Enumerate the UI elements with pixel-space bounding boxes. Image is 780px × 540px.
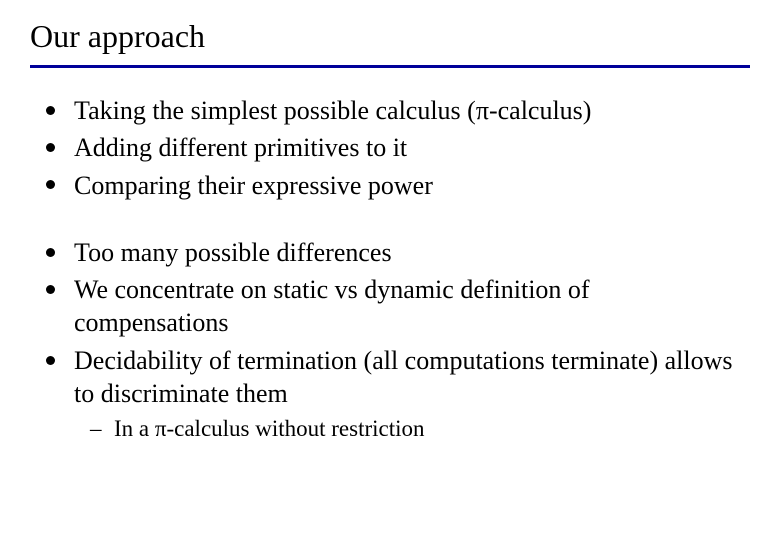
sub-list-item: In a π-calculus without restriction bbox=[90, 414, 750, 444]
bullet-group-1: Taking the simplest possible calculus (π… bbox=[30, 94, 750, 202]
slide-title: Our approach bbox=[30, 18, 750, 55]
group-spacer bbox=[30, 206, 750, 236]
list-item: Adding different primitives to it bbox=[40, 131, 750, 164]
bullet-group-2: Too many possible differences We concent… bbox=[30, 236, 750, 410]
title-underline bbox=[30, 65, 750, 68]
list-item: Decidability of termination (all computa… bbox=[40, 344, 750, 411]
list-item: Comparing their expressive power bbox=[40, 169, 750, 202]
slide: Our approach Taking the simplest possibl… bbox=[0, 0, 780, 540]
sub-bullet-group: In a π-calculus without restriction bbox=[30, 414, 750, 444]
list-item: Taking the simplest possible calculus (π… bbox=[40, 94, 750, 127]
list-item: We concentrate on static vs dynamic defi… bbox=[40, 273, 750, 340]
list-item: Too many possible differences bbox=[40, 236, 750, 269]
